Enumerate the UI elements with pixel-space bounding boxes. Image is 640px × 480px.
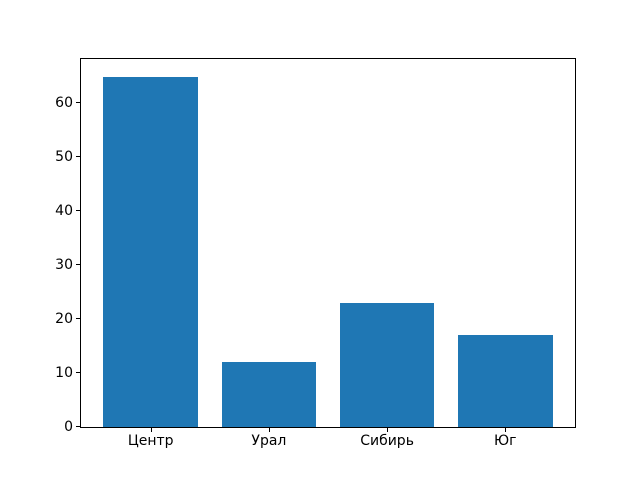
x-tick-label: Сибирь [360,433,414,449]
plot-area: 0 10 20 30 40 50 60 Центр Урал Сибирь Юг [55,58,576,448]
bar [339,303,435,427]
x-tick-label: Урал [251,433,287,449]
y-tick-mark [76,318,80,320]
bar [221,362,317,427]
y-tick-mark [76,210,80,212]
x-tick-label: Юг [494,433,517,449]
y-tick-label: 0 [64,419,73,435]
x-tick-mark [150,428,152,432]
y-tick-label: 30 [55,257,73,274]
x-tick-mark [505,428,507,432]
y-tick-label: 50 [55,149,73,166]
y-tick-mark [76,156,80,158]
y-tick-label: 40 [55,203,73,220]
x-tick-mark [387,428,389,432]
x-tick-mark [268,428,270,432]
y-tick-label: 20 [55,311,73,328]
bar [458,335,553,427]
x-tick-label: Центр [127,433,174,449]
y-tick-label: 60 [55,95,73,112]
y-tick-mark [76,372,80,374]
y-tick-label: 10 [55,365,73,382]
y-tick-mark [76,264,80,266]
y-tick-mark [76,426,80,427]
bar [103,76,198,427]
y-tick-mark [76,102,80,104]
